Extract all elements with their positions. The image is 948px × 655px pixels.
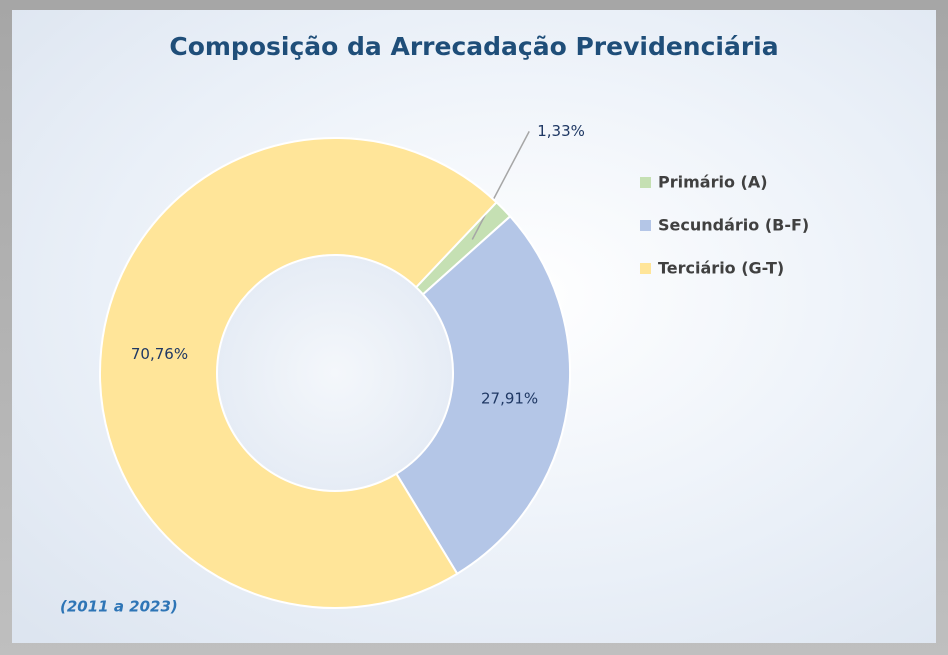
- legend-swatch: [640, 177, 651, 188]
- donut-slice: [394, 214, 571, 576]
- donut-hole: [217, 255, 453, 491]
- annotation: (2011 a 2023): [60, 598, 178, 616]
- chart-title: Composição da Arrecadação Previdenciária: [169, 32, 778, 61]
- legend-swatch: [640, 220, 651, 231]
- data-label: 27,91%: [481, 389, 538, 407]
- legend-swatch: [640, 263, 651, 274]
- donut-slice: [99, 137, 498, 609]
- legend-label: Primário (A): [658, 173, 768, 192]
- data-label: 1,33%: [537, 122, 585, 140]
- legend-label: Secundário (B-F): [658, 216, 809, 235]
- data-label: 70,76%: [131, 345, 188, 363]
- leader-line: [471, 131, 530, 240]
- legend-label: Terciário (G-T): [658, 259, 784, 278]
